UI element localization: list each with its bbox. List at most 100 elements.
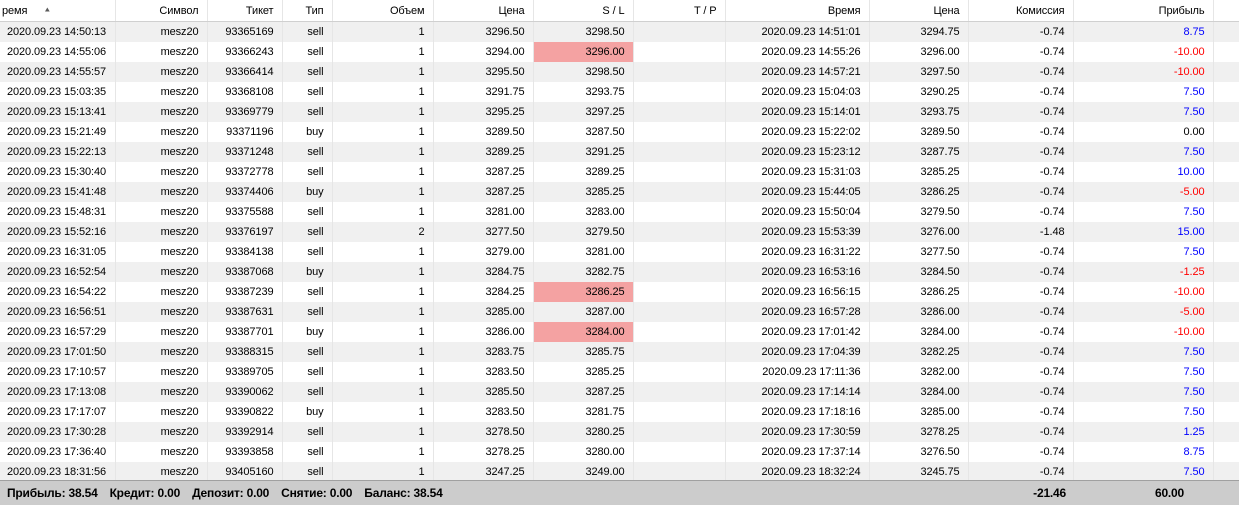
table-row[interactable]: 2020.09.23 17:01:50 mesz20 93388315 sell 1 32… bbox=[0, 342, 1239, 362]
column-header-sl[interactable]: S / L bbox=[533, 0, 634, 22]
cell-type: buy bbox=[282, 402, 333, 422]
column-header-type[interactable]: Тип bbox=[282, 0, 333, 22]
table-row[interactable]: 2020.09.23 16:54:22 mesz20 93387239 sell 1 32… bbox=[0, 282, 1239, 302]
cell-price_close: 3285.00 bbox=[869, 402, 969, 422]
table-row[interactable]: 2020.09.23 15:13:41 mesz20 93369779 sell 1 32… bbox=[0, 102, 1239, 122]
cell-ticket: 93392914 bbox=[207, 422, 283, 442]
cell-open_time: 2020.09.23 16:56:51 bbox=[0, 302, 116, 322]
table-row[interactable]: 2020.09.23 16:56:51 mesz20 93387631 sell 1 32… bbox=[0, 302, 1239, 322]
table-row[interactable]: 2020.09.23 14:55:06 mesz20 93366243 sell 1 32… bbox=[0, 42, 1239, 62]
cell-volume: 1 bbox=[332, 82, 434, 102]
cell-volume: 1 bbox=[332, 182, 434, 202]
cell-sl: 3296.00 bbox=[533, 42, 634, 62]
cell-volume: 1 bbox=[332, 462, 434, 482]
cell-commission: -0.74 bbox=[968, 162, 1074, 182]
cell-profit: -1.25 bbox=[1073, 262, 1214, 282]
cell-type: sell bbox=[282, 222, 333, 242]
table-row[interactable]: 2020.09.23 17:30:28 mesz20 93392914 sell 1 32… bbox=[0, 422, 1239, 442]
cell-open_time: 2020.09.23 15:30:40 bbox=[0, 162, 116, 182]
column-header-label: Цена bbox=[933, 4, 960, 17]
summary-credit: Кредит: 0.00 bbox=[109, 486, 181, 500]
column-header-price_close[interactable]: Цена bbox=[869, 0, 969, 22]
cell-price_open: 3277.50 bbox=[433, 222, 534, 242]
cell-price_open: 3295.25 bbox=[433, 102, 534, 122]
cell-type: sell bbox=[282, 462, 333, 482]
cell-price_close: 3289.50 bbox=[869, 122, 969, 142]
table-row[interactable]: 2020.09.23 15:22:13 mesz20 93371248 sell 1 32… bbox=[0, 142, 1239, 162]
cell-ticket: 93387631 bbox=[207, 302, 283, 322]
cell-tp bbox=[633, 342, 726, 362]
sort-asc-icon: ▲ bbox=[43, 5, 52, 14]
cell-close_time: 2020.09.23 17:01:42 bbox=[725, 322, 870, 342]
table-row[interactable]: 2020.09.23 15:41:48 mesz20 93374406 buy 1 328… bbox=[0, 182, 1239, 202]
column-header-symbol[interactable]: Символ bbox=[115, 0, 208, 22]
table-row[interactable]: 2020.09.23 15:21:49 mesz20 93371196 buy 1 328… bbox=[0, 122, 1239, 142]
table-row[interactable]: 2020.09.23 17:13:08 mesz20 93390062 sell 1 32… bbox=[0, 382, 1239, 402]
cell-volume: 1 bbox=[332, 382, 434, 402]
cell-symbol: mesz20 bbox=[115, 142, 208, 162]
column-header-price_open[interactable]: Цена bbox=[433, 0, 534, 22]
cell-sl: 3280.00 bbox=[533, 442, 634, 462]
cell-type: sell bbox=[282, 102, 333, 122]
column-header-open_time[interactable]: ремя ▲ bbox=[0, 0, 116, 22]
cell-price_open: 3295.50 bbox=[433, 62, 534, 82]
table-row[interactable]: 2020.09.23 17:17:07 mesz20 93390822 buy 1 328… bbox=[0, 402, 1239, 422]
cell-filler bbox=[1213, 122, 1239, 142]
table-row[interactable]: 2020.09.23 14:55:57 mesz20 93366414 sell 1 32… bbox=[0, 62, 1239, 82]
cell-filler bbox=[1213, 402, 1239, 422]
cell-type: sell bbox=[282, 202, 333, 222]
column-header-volume[interactable]: Объем bbox=[332, 0, 434, 22]
column-header-close_time[interactable]: Время bbox=[725, 0, 870, 22]
cell-commission: -0.74 bbox=[968, 302, 1074, 322]
cell-type: buy bbox=[282, 262, 333, 282]
cell-commission: -0.74 bbox=[968, 82, 1074, 102]
table-row[interactable]: 2020.09.23 15:03:35 mesz20 93368108 sell 1 32… bbox=[0, 82, 1239, 102]
cell-profit: -10.00 bbox=[1073, 282, 1214, 302]
cell-symbol: mesz20 bbox=[115, 62, 208, 82]
cell-close_time: 2020.09.23 18:32:24 bbox=[725, 462, 870, 482]
cell-price_close: 3296.00 bbox=[869, 42, 969, 62]
cell-filler bbox=[1213, 202, 1239, 222]
cell-close_time: 2020.09.23 17:04:39 bbox=[725, 342, 870, 362]
cell-price_close: 3276.00 bbox=[869, 222, 969, 242]
table-row[interactable]: 2020.09.23 15:52:16 mesz20 93376197 sell 2 32… bbox=[0, 222, 1239, 242]
column-header-commission[interactable]: Комиссия bbox=[968, 0, 1074, 22]
table-row[interactable]: 2020.09.23 16:52:54 mesz20 93387068 buy 1 328… bbox=[0, 262, 1239, 282]
cell-commission: -0.74 bbox=[968, 21, 1074, 42]
cell-ticket: 93387068 bbox=[207, 262, 283, 282]
cell-symbol: mesz20 bbox=[115, 462, 208, 482]
cell-type: sell bbox=[282, 282, 333, 302]
cell-filler bbox=[1213, 422, 1239, 442]
cell-tp bbox=[633, 282, 726, 302]
cell-filler bbox=[1213, 342, 1239, 362]
cell-open_time: 2020.09.23 15:22:13 bbox=[0, 142, 116, 162]
table-row[interactable]: 2020.09.23 15:30:40 mesz20 93372778 sell 1 32… bbox=[0, 162, 1239, 182]
cell-price_open: 3279.00 bbox=[433, 242, 534, 262]
cell-tp bbox=[633, 21, 726, 42]
column-header-tp[interactable]: T / P bbox=[633, 0, 726, 22]
table-row[interactable]: 2020.09.23 17:10:57 mesz20 93389705 sell 1 32… bbox=[0, 362, 1239, 382]
column-header-ticket[interactable]: Тикет bbox=[207, 0, 283, 22]
table-row[interactable]: 2020.09.23 14:50:13 mesz20 93365169 sell 1 32… bbox=[0, 21, 1239, 42]
cell-ticket: 93375588 bbox=[207, 202, 283, 222]
cell-volume: 1 bbox=[332, 142, 434, 162]
cell-price_open: 3278.50 bbox=[433, 422, 534, 442]
cell-commission: -0.74 bbox=[968, 322, 1074, 342]
column-header-profit[interactable]: Прибыль bbox=[1073, 0, 1214, 22]
table-row[interactable]: 2020.09.23 18:31:56 mesz20 93405160 sell 1 32… bbox=[0, 462, 1239, 482]
cell-symbol: mesz20 bbox=[115, 122, 208, 142]
cell-sl: 3291.25 bbox=[533, 142, 634, 162]
cell-close_time: 2020.09.23 17:11:36 bbox=[725, 362, 870, 382]
table-row[interactable]: 2020.09.23 15:48:31 mesz20 93375588 sell 1 32… bbox=[0, 202, 1239, 222]
table-row[interactable]: 2020.09.23 16:57:29 mesz20 93387701 buy 1 328… bbox=[0, 322, 1239, 342]
cell-symbol: mesz20 bbox=[115, 382, 208, 402]
cell-close_time: 2020.09.23 16:53:16 bbox=[725, 262, 870, 282]
table-row[interactable]: 2020.09.23 17:36:40 mesz20 93393858 sell 1 32… bbox=[0, 442, 1239, 462]
cell-tp bbox=[633, 462, 726, 482]
cell-open_time: 2020.09.23 15:03:35 bbox=[0, 82, 116, 102]
cell-price_open: 3286.00 bbox=[433, 322, 534, 342]
cell-profit: 7.50 bbox=[1073, 342, 1214, 362]
cell-filler bbox=[1213, 242, 1239, 262]
cell-open_time: 2020.09.23 17:10:57 bbox=[0, 362, 116, 382]
table-row[interactable]: 2020.09.23 16:31:05 mesz20 93384138 sell 1 32… bbox=[0, 242, 1239, 262]
